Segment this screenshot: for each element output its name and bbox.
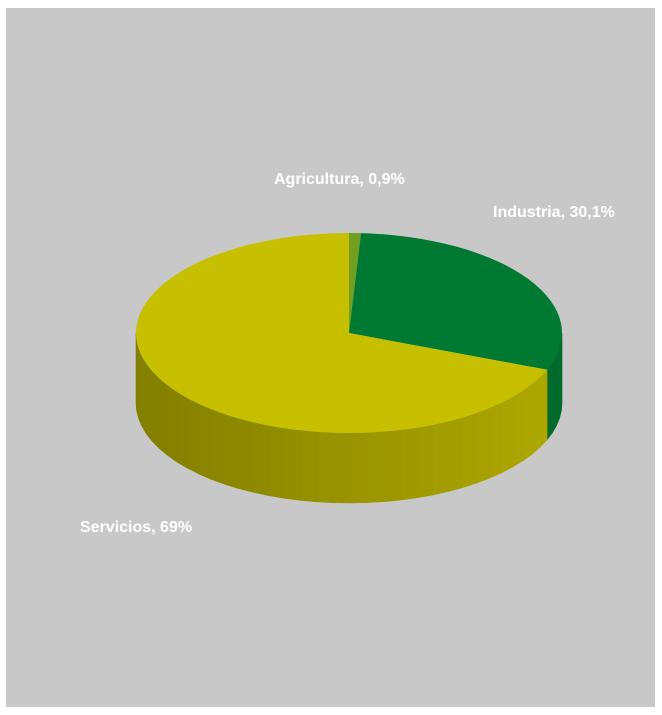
pie-side-servicios-0-7	[462, 412, 477, 489]
pie-side-servicios-0-8	[447, 417, 463, 492]
pie-side-servicios-0-23	[211, 408, 226, 485]
pie-slice-servicios	[136, 233, 548, 433]
pie-side-servicios-0-0	[539, 369, 548, 448]
pie-side-industria-0-4	[546, 361, 553, 441]
pie-side-servicios-0-5	[489, 402, 502, 479]
pie-side-servicios-0-28	[159, 377, 169, 457]
pie-side-servicios-0-32	[138, 348, 143, 427]
pie-side-industria-0-3	[552, 354, 557, 434]
label-agricultura: Agricultura, 0,9%	[274, 171, 405, 188]
pie-slice-agricultura	[349, 233, 362, 333]
chart-panel: Agricultura, 0,9% Industria, 30,1% Servi…	[6, 8, 655, 707]
pie-chart: Agricultura, 0,9% Industria, 30,1% Servi…	[80, 171, 615, 536]
pie-sides	[135, 332, 563, 504]
pie-side-servicios-0-31	[141, 355, 147, 436]
pie-side-industria-0-2	[556, 347, 560, 426]
pie-side-servicios-0-1	[531, 376, 541, 455]
pie-side-servicios-0-3	[512, 390, 524, 468]
pie-side-servicios-0-18	[284, 427, 302, 501]
label-industria: Industria, 30,1%	[493, 204, 615, 221]
pie-tops	[136, 233, 563, 433]
pie-side-servicios-0-15	[333, 432, 352, 504]
pie-side-servicios-0-4	[501, 396, 514, 474]
pie-side-servicios-0-9	[432, 421, 449, 496]
pie-side-servicios-0-12	[384, 429, 402, 502]
pie-side-servicios-0-34	[135, 332, 137, 411]
pie-side-servicios-0-16	[317, 431, 335, 504]
pie-side-servicios-0-2	[522, 383, 533, 462]
pie-side-servicios-0-27	[167, 384, 178, 463]
pie-side-servicios-0-21	[238, 418, 254, 493]
pie-slice-industria	[349, 233, 563, 370]
label-servicios: Servicios, 69%	[80, 519, 192, 536]
pie-side-servicios-0-24	[198, 403, 212, 480]
pie-side-servicios-0-19	[268, 425, 285, 499]
pie-side-servicios-0-30	[146, 363, 153, 443]
pie-side-servicios-0-10	[416, 424, 434, 499]
pie-side-servicios-0-22	[224, 413, 240, 489]
pie-side-servicios-0-26	[176, 391, 188, 469]
pie-side-servicios-0-17	[300, 430, 318, 503]
pie-side-servicios-0-29	[152, 370, 160, 450]
pie-side-servicios-0-14	[350, 432, 369, 504]
pie-side-servicios-0-13	[367, 431, 385, 503]
pie-side-servicios-0-11	[400, 427, 418, 501]
pie-side-servicios-0-20	[253, 422, 270, 497]
pie-side-servicios-0-6	[476, 407, 490, 484]
pie-side-servicios-0-25	[187, 397, 200, 475]
